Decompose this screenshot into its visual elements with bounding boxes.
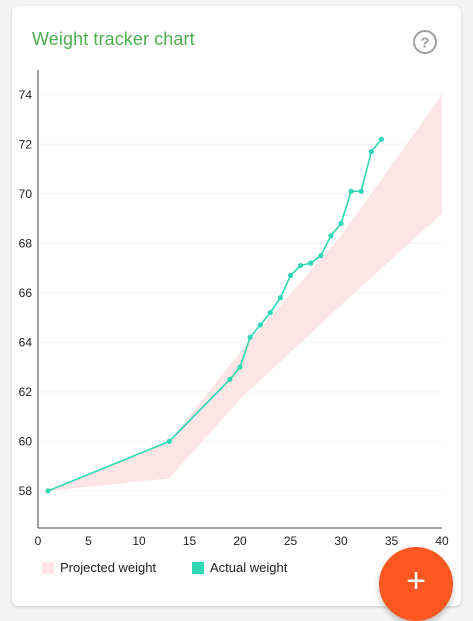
x-tick-label: 20	[233, 534, 247, 548]
legend-swatch-projected	[42, 561, 54, 574]
actual-weight-point	[166, 438, 172, 444]
y-tick-label: 58	[19, 484, 33, 498]
actual-weight-point	[348, 188, 354, 194]
x-tick-label: 10	[132, 534, 146, 548]
x-tick-label: 25	[284, 534, 298, 548]
legend-item-actual: Actual weight	[192, 560, 287, 575]
y-tick-label: 60	[19, 434, 33, 448]
y-tick-label: 70	[19, 187, 33, 201]
y-tick-label: 66	[19, 286, 33, 300]
actual-weight-point	[308, 260, 314, 266]
weight-tracker-card: Weight tracker chart ? 58 60 62 64 66 68 70 72 7…	[12, 6, 461, 606]
x-tick-label: 35	[385, 534, 399, 548]
actual-weight-point	[247, 334, 253, 340]
card-title: Weight tracker chart	[32, 29, 195, 49]
weight-chart: 58 60 62 64 66 68 70 72 74 0 5 10 15 20 25 30 35 40	[19, 70, 449, 548]
x-tick-label: 5	[85, 534, 92, 548]
y-tick-label: 68	[19, 236, 33, 250]
add-entry-button[interactable]: +	[379, 547, 453, 621]
x-tick-label: 0	[35, 534, 42, 548]
actual-weight-point	[378, 136, 384, 142]
y-tick-label: 74	[19, 88, 33, 102]
actual-weight-point	[277, 295, 283, 301]
legend-swatch-actual	[192, 561, 204, 574]
actual-weight-point	[358, 188, 364, 194]
y-tick-label: 62	[19, 385, 33, 399]
actual-weight-point	[368, 149, 374, 155]
actual-weight-point	[318, 253, 324, 259]
actual-weight-point	[257, 322, 263, 328]
y-tick-label: 64	[19, 335, 33, 349]
legend-item-projected: Projected weight	[42, 560, 156, 575]
actual-weight-point	[267, 310, 273, 316]
x-tick-label: 30	[334, 534, 348, 548]
y-tick-label: 72	[19, 137, 33, 151]
actual-weight-point	[328, 233, 334, 239]
actual-weight-point	[45, 488, 51, 494]
actual-weight-line	[47, 138, 383, 492]
legend-label-actual: Actual weight	[210, 560, 288, 575]
actual-weight-point	[227, 376, 233, 383]
actual-weight-point	[298, 262, 304, 269]
actual-weight-point	[338, 220, 344, 227]
plus-icon: +	[406, 562, 426, 600]
actual-weight-point	[237, 364, 243, 370]
actual-weight-point	[287, 272, 294, 279]
x-tick-label: 15	[183, 534, 197, 548]
svg-text:?: ?	[420, 35, 429, 52]
x-tick-label: 40	[435, 534, 449, 548]
help-circle-icon[interactable]: ?	[412, 29, 438, 55]
legend-label-projected: Projected weight	[60, 560, 157, 575]
